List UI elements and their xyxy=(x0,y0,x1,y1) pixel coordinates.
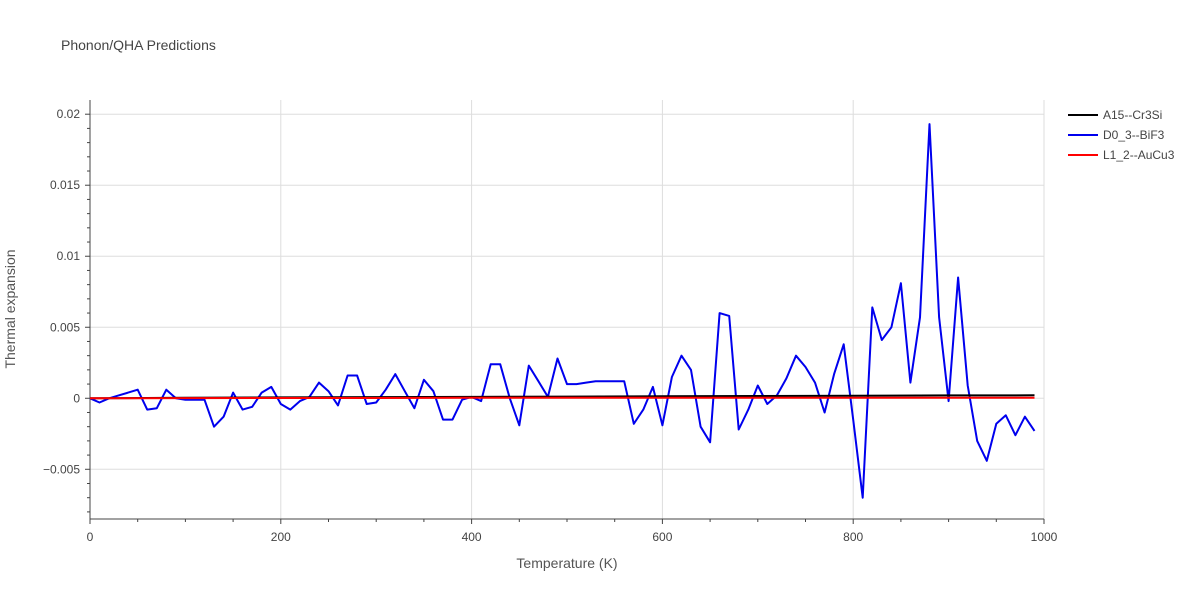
y-tick-label: 0.015 xyxy=(50,178,80,192)
series-line-L1_2--AuCu3 xyxy=(89,396,1035,400)
y-ticks: −0.005 0 0.005 0.01 0.015 0.02 xyxy=(43,107,90,513)
y-tick-label: 0 xyxy=(73,391,80,405)
chart-title: Phonon/QHA Predictions xyxy=(61,37,216,53)
x-tick-label: 0 xyxy=(87,530,94,544)
legend-item[interactable]: D0_3--BiF3 xyxy=(1068,128,1165,142)
y-tick-label: 0.005 xyxy=(50,320,80,334)
x-axis-title: Temperature (K) xyxy=(516,555,617,571)
x-tick-label: 400 xyxy=(462,530,482,544)
legend-label: D0_3--BiF3 xyxy=(1103,128,1165,142)
legend-item[interactable]: L1_2--AuCu3 xyxy=(1068,148,1175,162)
plot-area xyxy=(89,123,1036,499)
x-ticks: 0 200 400 600 800 1000 xyxy=(87,519,1058,544)
series-line-D0_3--BiF3 xyxy=(89,123,1036,499)
x-tick-label: 800 xyxy=(843,530,863,544)
x-tick-label: 600 xyxy=(652,530,672,544)
y-tick-label: 0.01 xyxy=(57,249,81,263)
x-tick-label: 200 xyxy=(271,530,291,544)
legend-label: L1_2--AuCu3 xyxy=(1103,148,1175,162)
y-axis-title: Thermal expansion xyxy=(2,249,18,368)
y-tick-label: 0.02 xyxy=(57,107,81,121)
legend-item[interactable]: A15--Cr3Si xyxy=(1068,108,1162,122)
y-tick-label: −0.005 xyxy=(43,462,80,476)
x-tick-label: 1000 xyxy=(1031,530,1058,544)
axes xyxy=(89,100,1044,520)
legend[interactable]: A15--Cr3Si D0_3--BiF3 L1_2--AuCu3 xyxy=(1068,108,1175,162)
legend-label: A15--Cr3Si xyxy=(1103,108,1162,122)
grid xyxy=(89,100,1045,519)
